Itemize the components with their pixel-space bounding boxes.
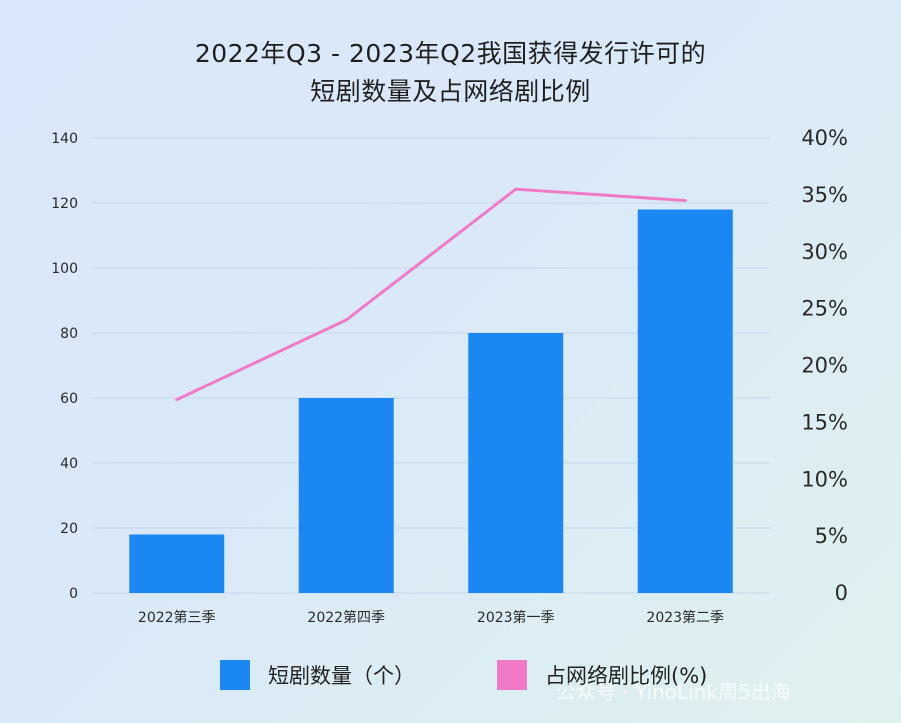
legend-swatch-bar bbox=[220, 660, 250, 690]
x-axis-tick-label: 2023第二季 bbox=[646, 609, 724, 626]
left-axis-tick-label: 100 bbox=[51, 261, 78, 277]
legend-label-bar: 短剧数量（个） bbox=[268, 664, 415, 688]
left-axis-tick-label: 140 bbox=[51, 131, 78, 147]
watermark: 公众号 · YinoLink周5出海 bbox=[556, 680, 791, 704]
right-axis-tick-label: 0 bbox=[835, 581, 848, 605]
right-axis-tick-label: 5% bbox=[815, 524, 848, 548]
right-axis-tick-label: 30% bbox=[801, 240, 848, 264]
legend-swatch-line bbox=[497, 660, 527, 690]
right-axis-tick-label: 25% bbox=[801, 297, 848, 321]
bar bbox=[637, 209, 733, 593]
left-axis-tick-label: 60 bbox=[60, 391, 78, 407]
bar bbox=[468, 333, 564, 593]
left-axis-tick-label: 0 bbox=[69, 586, 78, 602]
right-axis-tick-label: 15% bbox=[801, 410, 848, 434]
bar bbox=[129, 534, 225, 593]
legend-label-line: 占网络剧比例(%) bbox=[545, 664, 708, 688]
line-series bbox=[175, 187, 687, 402]
right-axis-tick-label: 10% bbox=[801, 467, 848, 491]
left-axis-tick-label: 120 bbox=[51, 196, 78, 212]
chart-title-line1: 2022年Q3 - 2023年Q2我国获得发行许可的 bbox=[194, 39, 707, 68]
legend-item-bar: 短剧数量（个） bbox=[220, 660, 415, 690]
x-axis-tick-label: 2022第四季 bbox=[307, 609, 385, 626]
right-axis-tick-label: 40% bbox=[801, 126, 848, 150]
chart-title-line2: 短剧数量及占网络剧比例 bbox=[310, 77, 591, 106]
left-axis-tick-label: 40 bbox=[60, 456, 78, 472]
x-axis-tick-label: 2022第三季 bbox=[138, 609, 216, 626]
legend-item-line: 占网络剧比例(%) bbox=[497, 660, 707, 690]
right-axis-tick-label: 35% bbox=[801, 183, 848, 207]
bar bbox=[298, 398, 394, 593]
left-axis-tick-label: 20 bbox=[60, 521, 78, 537]
left-axis-tick-label: 80 bbox=[60, 326, 78, 342]
x-axis-tick-label: 2023第一季 bbox=[477, 609, 555, 626]
right-axis-tick-label: 20% bbox=[801, 354, 848, 378]
